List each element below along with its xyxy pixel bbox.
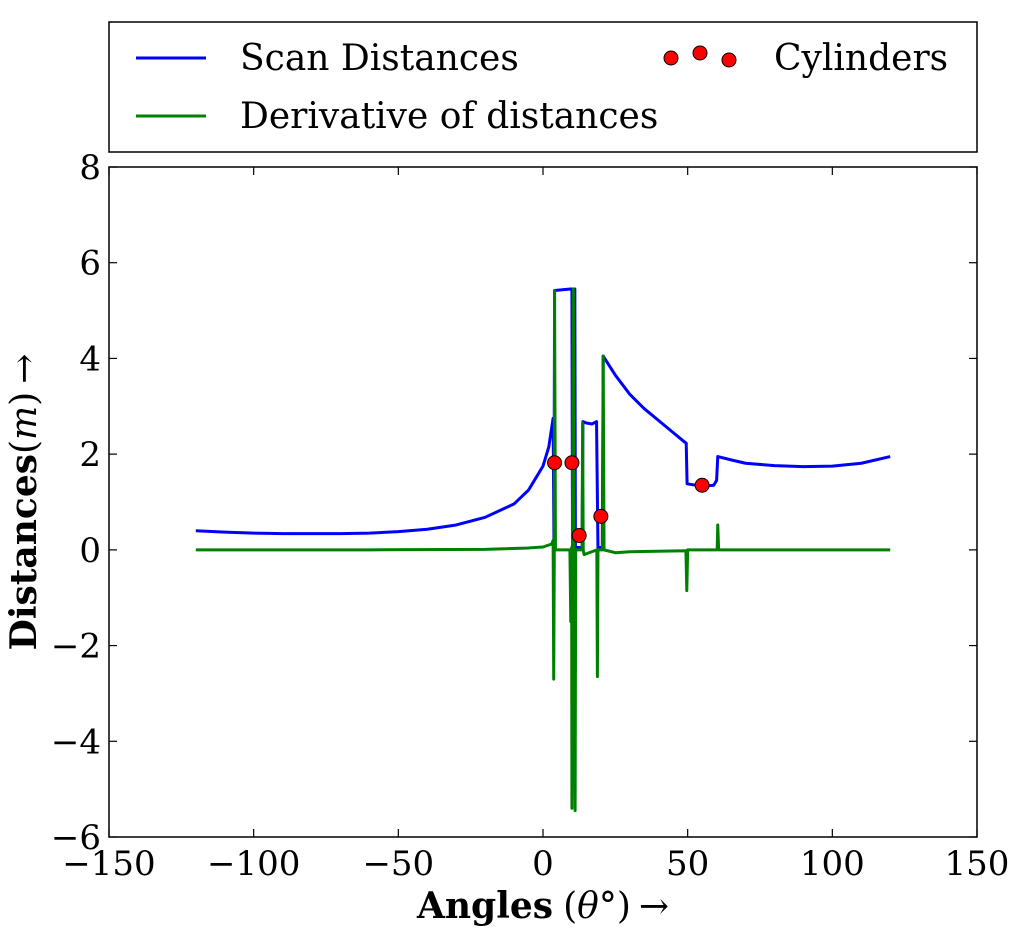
y-axis-title: Distances(m) →	[3, 354, 45, 651]
series-layer	[195, 287, 891, 813]
y-axis-title-close: )	[4, 392, 45, 406]
legend-marker-cylinders-2	[692, 45, 708, 61]
legend: Scan Distances Derivative of distances C…	[108, 21, 978, 153]
y-tick-label: 8	[79, 148, 101, 188]
x-axis-title-close: )	[617, 886, 631, 927]
x-tick-label: 150	[945, 844, 1010, 884]
y-tick-label: 4	[79, 339, 101, 379]
y-axis-title-main: Distances	[3, 454, 45, 650]
y-tick-label: −2	[51, 627, 101, 667]
x-axis-title-arrow: →	[639, 886, 669, 927]
cylinder-point-3	[571, 528, 587, 543]
legend-frame	[108, 21, 978, 153]
x-tick-label: 0	[532, 844, 554, 884]
x-axis-title-open: (	[563, 886, 577, 927]
legend-marker-cylinders-1	[663, 50, 679, 66]
legend-marker-cylinders-3	[721, 52, 737, 68]
tick-layer: −150 −100 −50 0 50 100 150 −6 −4 −2 0 2 4 6 8	[51, 148, 1010, 884]
legend-label-derivative: Derivative of distances	[240, 96, 658, 137]
x-tick-label: 50	[666, 844, 709, 884]
y-axis-title-arrow: →	[4, 354, 45, 384]
y-axis-title-open: (	[4, 440, 45, 454]
cylinder-point-2	[564, 455, 580, 471]
x-tick-label: −150	[62, 844, 155, 884]
x-tick-label: 100	[800, 844, 865, 884]
y-tick-label: 6	[79, 244, 101, 284]
legend-label-cylinders: Cylinders	[774, 38, 948, 79]
cylinder-point-1	[547, 455, 563, 471]
x-tick-label: −100	[207, 844, 300, 884]
cylinder-point-5	[694, 477, 710, 493]
x-axis-title-main: Angles	[416, 885, 553, 927]
x-axis-title-symbol: θ	[577, 886, 599, 927]
y-tick-label: 0	[79, 531, 101, 571]
x-tick-label: −50	[362, 844, 434, 884]
y-tick-label: −6	[51, 818, 101, 858]
legend-label-scan-distances: Scan Distances	[240, 38, 519, 79]
cylinder-point-4	[593, 508, 609, 524]
y-tick-label: 2	[79, 435, 101, 475]
plot-area	[108, 166, 978, 838]
scatter-layer	[547, 455, 710, 543]
x-axis-title: Angles (θ°) →	[416, 885, 669, 927]
series-line-derivative-of-distances	[195, 287, 891, 813]
y-tick-label: −4	[51, 722, 101, 762]
y-axis-title-symbol: m	[4, 406, 45, 440]
x-axis-title-degree: °	[599, 886, 617, 927]
